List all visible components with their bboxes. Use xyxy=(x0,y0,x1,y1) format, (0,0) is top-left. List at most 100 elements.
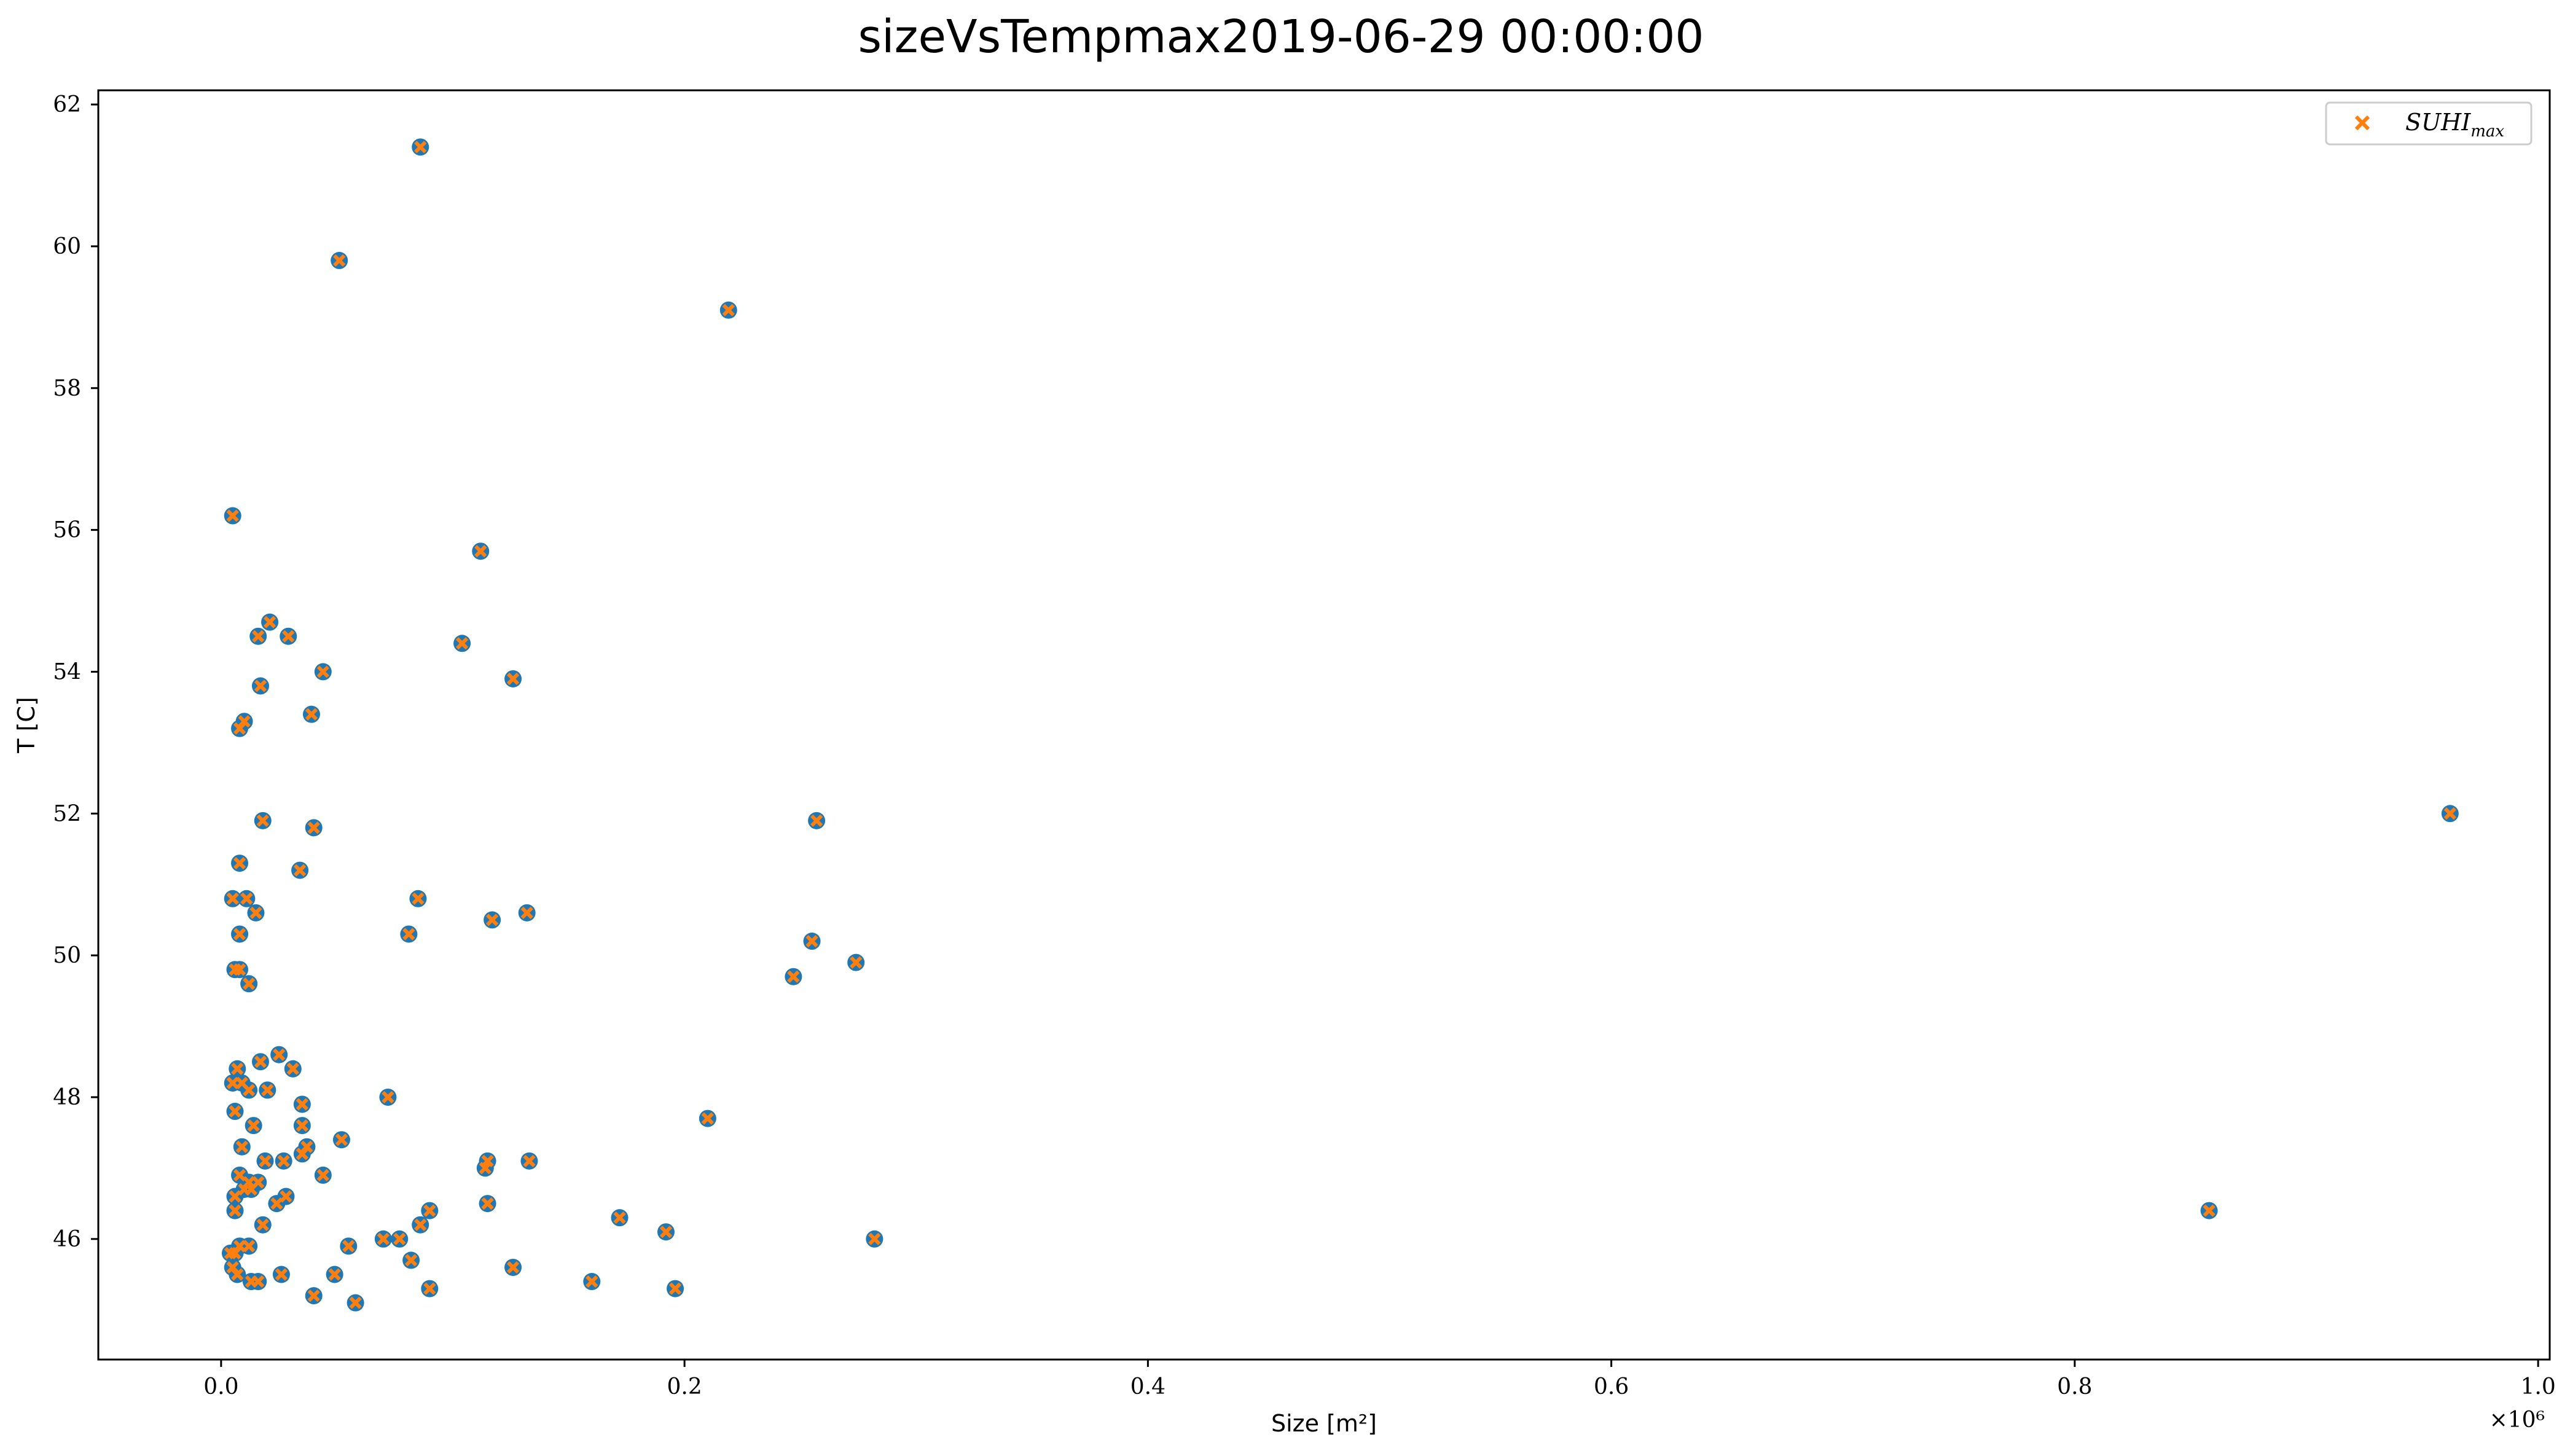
data-point-x xyxy=(243,1084,256,1097)
y-axis-label: T [C] xyxy=(13,697,40,753)
data-point-x xyxy=(868,1232,881,1245)
data-point-x xyxy=(333,254,346,267)
data-point-x xyxy=(349,1296,362,1309)
legend-box xyxy=(2325,101,2533,146)
data-point-x xyxy=(240,892,253,905)
data-point-x xyxy=(307,821,320,834)
data-point-x xyxy=(273,1048,286,1061)
y-tick-label: 56 xyxy=(53,518,81,543)
data-point-x xyxy=(233,1240,246,1253)
x-axis: 0.0 0.2 0.4 0.6 0.8 1.0 xyxy=(203,1360,2556,1399)
data-point-x xyxy=(485,914,499,926)
data-point-x xyxy=(2203,1204,2215,1217)
data-point-x xyxy=(238,715,251,728)
data-point-x xyxy=(659,1226,673,1239)
data-point-x xyxy=(261,1084,274,1097)
x-axis-scale-label: ×10⁶ xyxy=(2490,1407,2545,1433)
legend-x-glyph xyxy=(2354,115,2370,131)
data-point-x xyxy=(254,1055,267,1068)
chart-title: sizeVsTempmax2019-06-29 00:00:00 xyxy=(858,10,1704,63)
data-point-x xyxy=(810,814,823,827)
data-point-x xyxy=(245,1183,258,1196)
data-point-x xyxy=(226,1076,239,1089)
data-point-x xyxy=(280,1190,292,1203)
data-point-x xyxy=(293,864,307,877)
data-point-x xyxy=(423,1282,436,1295)
x-tick-label: 1.0 xyxy=(2521,1374,2556,1399)
data-point-x xyxy=(226,509,239,522)
y-tick-label: 50 xyxy=(53,943,81,968)
data-point-x xyxy=(613,1211,626,1224)
data-point-x xyxy=(254,679,267,692)
data-point-x xyxy=(229,1204,241,1217)
data-point-x xyxy=(229,1190,241,1203)
data-point-x xyxy=(414,141,427,154)
data-point-x xyxy=(286,1062,299,1075)
y-tick-label: 48 xyxy=(53,1085,81,1110)
x-tick-label: 0.8 xyxy=(2057,1374,2092,1399)
data-point-x xyxy=(296,1148,308,1160)
data-point-x xyxy=(481,1197,494,1210)
data-point-x xyxy=(233,856,246,870)
data-point-x xyxy=(296,1119,308,1132)
data-point-x xyxy=(523,1154,536,1167)
data-point-x xyxy=(252,1275,265,1288)
data-point-x xyxy=(393,1232,406,1245)
y-tick-label: 52 xyxy=(53,801,81,826)
data-point-x xyxy=(249,906,262,919)
x-tick-label: 0.2 xyxy=(667,1374,702,1399)
y-axis: 46 48 50 52 54 56 58 60 62 xyxy=(53,92,98,1252)
x-axis-label: Size [m²] xyxy=(1271,1410,1377,1437)
data-point-x xyxy=(404,1254,418,1267)
data-point-x xyxy=(256,814,269,827)
y-tick-label: 62 xyxy=(53,92,81,117)
data-point-x xyxy=(282,630,295,643)
data-point-x xyxy=(335,1133,348,1146)
y-tick-label: 60 xyxy=(53,234,81,259)
legend: SUHImax xyxy=(2325,101,2533,146)
data-point-x xyxy=(307,1289,320,1302)
data-point-x xyxy=(305,708,318,721)
data-point-x xyxy=(402,928,415,941)
data-point-x xyxy=(233,963,246,976)
legend-label-sub: max xyxy=(2470,122,2504,141)
data-point-x xyxy=(226,892,239,905)
x-tick-label: 0.6 xyxy=(1594,1374,1629,1399)
data-point-x xyxy=(668,1282,682,1295)
data-point-x xyxy=(231,1062,244,1075)
x-tick-label: 0.4 xyxy=(1130,1374,1165,1399)
data-point-x xyxy=(259,1154,272,1167)
data-point-x xyxy=(2443,807,2456,820)
y-tick-label: 54 xyxy=(53,659,81,684)
data-point-x xyxy=(586,1275,598,1288)
plot-frame xyxy=(97,89,2551,1361)
data-point-x xyxy=(805,934,818,948)
data-point-x xyxy=(243,1240,256,1253)
data-point-x xyxy=(701,1112,714,1125)
data-point-x xyxy=(850,956,863,969)
data-point-x xyxy=(481,1154,494,1167)
data-points xyxy=(221,138,2459,1312)
data-point-x xyxy=(412,892,425,905)
data-point-x xyxy=(316,665,329,678)
data-point-x xyxy=(722,303,735,316)
data-point-x xyxy=(382,1090,394,1104)
data-point-x xyxy=(275,1268,288,1281)
legend-label-main: SUHI xyxy=(2405,109,2471,136)
data-point-x xyxy=(243,977,256,990)
data-point-x xyxy=(506,1261,520,1274)
data-point-x xyxy=(263,616,276,628)
data-point-x xyxy=(296,1098,308,1111)
data-point-x xyxy=(474,545,487,558)
data-point-x xyxy=(235,1140,248,1153)
data-point-x xyxy=(423,1204,436,1217)
data-point-x xyxy=(233,928,246,941)
legend-label: SUHImax xyxy=(2405,109,2504,141)
y-tick-label: 58 xyxy=(53,376,81,401)
data-point-x xyxy=(256,1218,269,1231)
data-point-x xyxy=(455,637,469,650)
data-point-x xyxy=(328,1268,341,1281)
data-point-x xyxy=(231,1268,244,1281)
data-point-x xyxy=(342,1240,355,1253)
